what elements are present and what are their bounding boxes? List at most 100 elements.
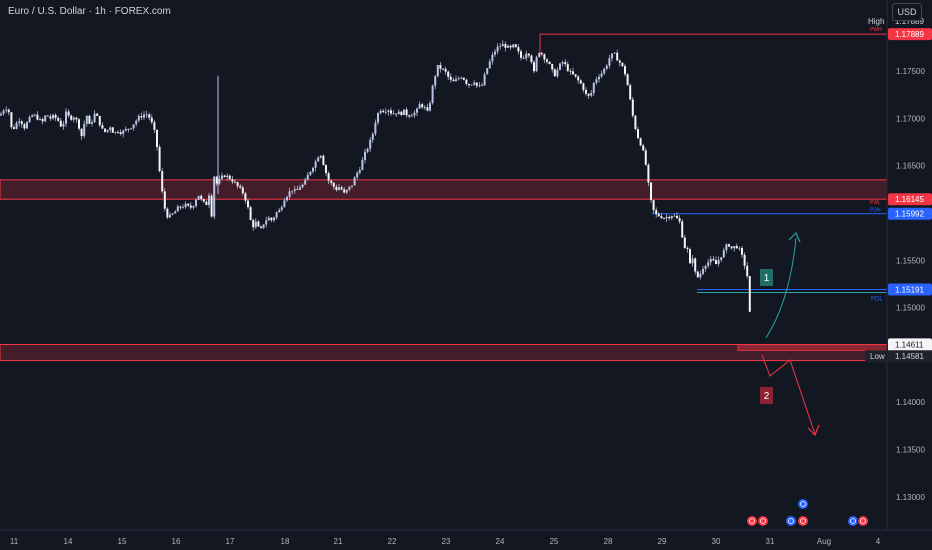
candle-body <box>54 114 57 118</box>
candle-body <box>439 64 442 69</box>
eu-flag-event-icon-3-glyph <box>850 518 856 524</box>
us-flag-event-icon[interactable] <box>757 515 769 527</box>
candle-body <box>249 207 252 221</box>
candle-body <box>720 257 723 260</box>
x-tick-label: 17 <box>226 537 235 546</box>
candle-body <box>75 117 78 120</box>
candle-body <box>275 212 278 218</box>
candle-body <box>270 217 273 221</box>
candle-body <box>748 276 751 312</box>
candle-body <box>221 175 223 179</box>
candle-body <box>179 206 182 208</box>
candle-body <box>96 113 99 116</box>
candle-body <box>702 268 704 274</box>
candle-body <box>286 196 288 201</box>
candle-body <box>738 247 741 249</box>
candle-body <box>392 113 395 115</box>
candle-body <box>327 173 330 181</box>
us-flag-event-icon-glyph <box>760 518 766 524</box>
candle-body <box>265 220 268 225</box>
candle-body <box>517 47 520 52</box>
candle-body <box>122 130 125 134</box>
candle-body <box>527 53 530 56</box>
candle-body <box>88 115 91 124</box>
candle-body <box>156 129 158 147</box>
candle-body <box>733 245 736 249</box>
candle-body <box>522 57 525 59</box>
candle-body <box>278 209 281 213</box>
candle-body <box>262 224 265 228</box>
candle-body <box>577 76 580 81</box>
candle-body <box>481 85 483 86</box>
candle-body <box>743 254 746 266</box>
scenario-2-arrowhead <box>807 424 820 437</box>
candle-body <box>548 61 551 64</box>
candle-body <box>340 187 343 190</box>
high-label: High <box>868 17 884 26</box>
candle-body <box>512 44 515 48</box>
candle-body <box>288 191 291 197</box>
candle-body <box>15 122 18 129</box>
candle-body <box>507 45 509 48</box>
candle-body <box>314 161 317 168</box>
candle-body <box>247 200 249 208</box>
price-axis[interactable] <box>887 0 932 550</box>
candle-body <box>525 53 528 59</box>
candle-body <box>403 109 405 115</box>
candle-body <box>572 71 574 75</box>
candle-body <box>650 182 652 201</box>
candle-body <box>283 200 286 208</box>
candle-body <box>418 104 421 109</box>
candle-body <box>322 155 325 166</box>
candle-body <box>395 113 398 115</box>
candle-body <box>176 206 179 212</box>
currency-selector-button[interactable]: USD <box>892 3 922 21</box>
y-tick-label: 1.13500 <box>896 446 925 455</box>
us-flag-event-icon-2[interactable] <box>797 515 809 527</box>
candle-body <box>192 205 195 208</box>
candle-body <box>520 51 522 58</box>
candle-body <box>600 73 603 77</box>
candle-body <box>111 127 114 133</box>
candle-body <box>735 245 738 249</box>
candle-body <box>421 104 424 108</box>
us-flag-event-icon-3[interactable] <box>857 515 869 527</box>
pwh-label: PWH <box>870 27 882 33</box>
x-tick-label: 29 <box>658 537 667 546</box>
candle-body <box>455 79 457 82</box>
candle-body <box>377 113 379 123</box>
candle-body <box>67 111 70 116</box>
x-tick-label: 23 <box>442 537 451 546</box>
lightning-event-icon[interactable] <box>746 515 758 527</box>
eu-flag-event-icon-3[interactable] <box>847 515 859 527</box>
candle-body <box>618 60 621 63</box>
candle-body <box>114 131 117 133</box>
candle-body <box>579 80 582 84</box>
pdh-value-badge <box>888 207 932 220</box>
candle-body <box>234 181 236 183</box>
candle-body <box>473 82 476 85</box>
candle-body <box>741 247 743 255</box>
candle-body <box>483 74 486 86</box>
candle-body <box>319 155 322 158</box>
high-value-tag <box>888 16 932 28</box>
pwl-value: 1.16145 <box>895 195 924 204</box>
candle-body <box>218 178 221 184</box>
candle-body <box>93 113 96 123</box>
candle-body <box>304 179 307 185</box>
x-tick-label: Aug <box>817 537 831 546</box>
candle-body <box>626 74 629 86</box>
candle-body <box>351 185 353 187</box>
candle-body <box>447 71 450 77</box>
eu-flag-event-icon[interactable] <box>785 515 797 527</box>
candle-body <box>0 113 2 116</box>
eu-event-icon-top[interactable] <box>797 498 809 510</box>
candle-body <box>553 69 556 77</box>
x-tick-label: 18 <box>281 537 290 546</box>
candle-body <box>358 169 361 173</box>
candle-body <box>299 187 301 190</box>
candle-body <box>668 217 671 219</box>
candle-body <box>426 107 429 111</box>
candle-body <box>260 226 262 228</box>
